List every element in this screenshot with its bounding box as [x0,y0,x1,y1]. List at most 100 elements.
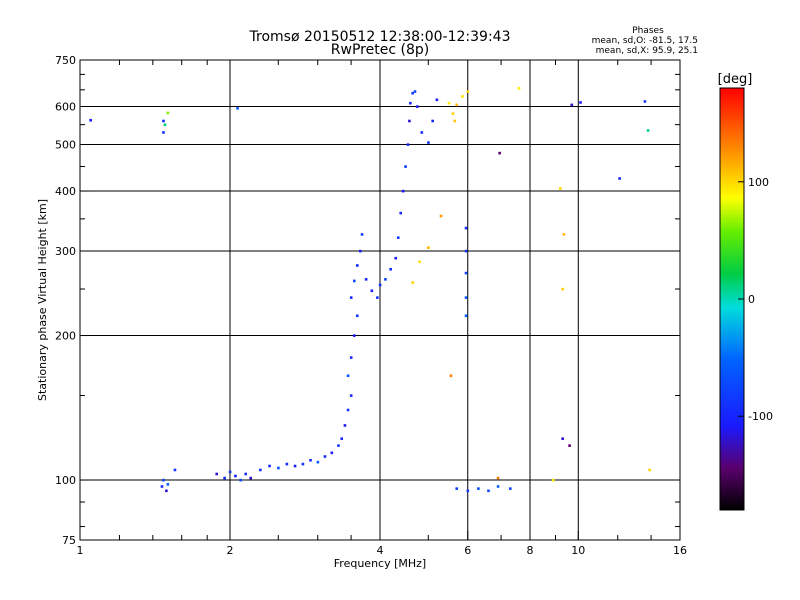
y-axis-ticks: 75 100 200 300 400 500 600 750 [55,54,89,547]
data-point [431,119,434,123]
data-point [415,105,419,108]
data-point [508,487,512,490]
y-tick-label: 750 [55,54,76,67]
data-point [349,356,353,359]
data-point [427,246,430,249]
data-point [453,119,457,123]
data-point [166,111,170,115]
colorbar-tick-label: 0 [748,293,755,306]
colorbar-ticks: 100 0 -100 [738,176,773,423]
x-tick-label: 16 [673,544,687,557]
x-tick-label: 8 [527,544,534,557]
data-point [435,98,439,102]
chart-title: Tromsø 20150512 12:38:00-12:39:43 [249,29,511,45]
data-point [464,271,468,275]
data-point [411,91,414,95]
data-points [89,87,651,493]
data-point [466,90,470,93]
data-point [618,177,621,180]
data-point [330,451,334,455]
y-tick-label: 100 [55,474,76,487]
y-tick-label: 300 [55,245,76,258]
y-axis-label: Stationary phase Virtual Height [km] [36,199,49,401]
data-point [323,455,327,458]
data-point [449,374,453,378]
data-point [316,460,320,464]
data-point [349,394,353,397]
data-point [561,287,564,291]
data-point [451,112,455,115]
data-point [173,468,177,472]
data-point [163,123,167,127]
x-tick-label: 2 [227,544,234,557]
data-point [496,476,500,480]
data-point [352,279,356,283]
data-point [394,256,398,260]
data-point [89,118,92,122]
data-point [236,107,239,110]
data-point [244,472,248,476]
data-point [396,236,400,239]
data-point [215,472,219,476]
minor-ticks [80,60,680,540]
data-point [277,466,280,470]
data-point [399,211,403,215]
data-point [466,489,470,493]
data-point [259,468,262,472]
data-point [223,476,226,480]
data-point [413,90,417,93]
data-point [464,296,468,299]
grid-lines [80,60,680,540]
data-point [401,189,405,193]
data-point [162,478,165,482]
colorbar-tick-label: -100 [748,410,773,423]
data-point [364,278,368,281]
x-tick-label: 4 [377,544,384,557]
data-point [455,103,459,107]
data-point [337,444,340,447]
data-point [346,374,350,378]
data-point [376,296,379,299]
y-tick-label: 500 [55,139,76,152]
data-point [162,119,165,123]
data-point [166,483,170,486]
data-point [496,485,500,488]
data-point [477,487,480,490]
data-point [268,464,271,468]
data-point [579,101,582,104]
data-point [461,95,464,98]
data-point [343,424,347,427]
data-point [249,476,253,480]
data-point [559,187,562,190]
x-axis-label: Frequency [MHz] [334,557,426,570]
data-point [551,478,555,482]
data-point [349,296,353,299]
data-point [464,226,468,230]
data-point [165,489,168,493]
data-point [162,131,165,134]
data-point [498,151,501,155]
data-point [562,233,566,236]
data-point [439,214,443,218]
data-point [355,264,359,267]
data-point [228,470,232,474]
data-point [646,129,650,132]
x-tick-label: 6 [464,544,471,557]
data-point [648,468,651,472]
x-axis-ticks: 1 2 4 6 8 10 16 [77,531,687,557]
data-point [384,278,387,281]
data-point [358,249,362,253]
data-point [346,408,350,412]
data-point [464,249,468,253]
data-point [340,437,344,440]
data-point [352,334,356,337]
colorbar-label: [deg] [718,72,753,87]
data-point [420,131,424,134]
colorbar-tick-label: 100 [748,176,769,189]
data-point [355,314,359,318]
data-point [517,87,521,90]
data-point [389,267,392,271]
data-point [643,100,647,103]
y-tick-label: 75 [62,534,76,547]
